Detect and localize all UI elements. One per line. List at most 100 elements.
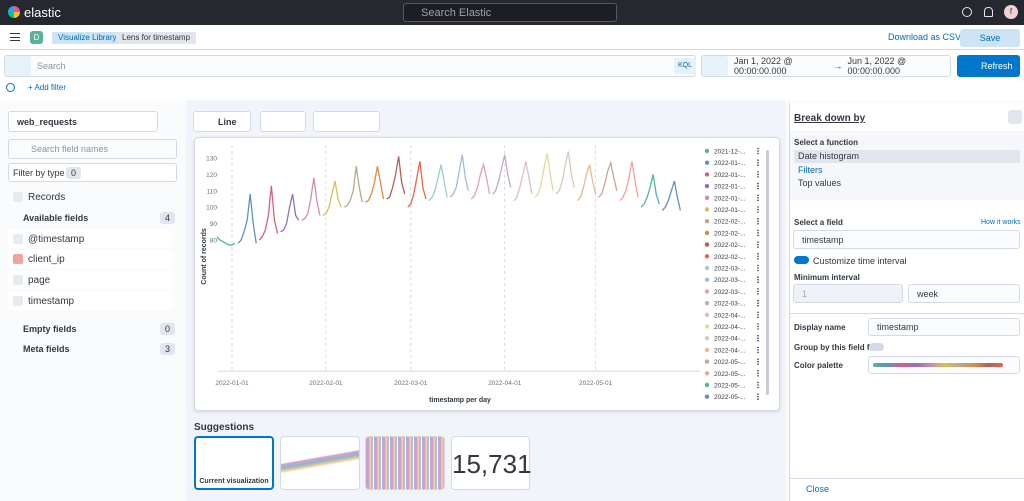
legend-marker xyxy=(704,371,710,376)
index-pattern-select[interactable]: web_requests xyxy=(8,111,158,132)
legend-marker xyxy=(704,382,710,388)
close-button[interactable]: Close xyxy=(806,484,830,494)
suggestion-metric[interactable]: 15,731 xyxy=(451,436,532,490)
breadcrumb[interactable]: Visualize Library xyxy=(52,32,123,44)
x-tick-label: 2022-02-01 xyxy=(309,380,343,387)
legend-menu-dot xyxy=(757,161,759,164)
menu-toggle[interactable] xyxy=(10,33,20,41)
legend-marker xyxy=(704,183,710,189)
global-search[interactable]: Search Elastic xyxy=(403,3,617,22)
suggestion-area[interactable] xyxy=(280,436,360,490)
legend-label: 2022-05-... xyxy=(714,383,746,390)
download-csv[interactable]: Download as CSV xyxy=(888,32,962,42)
legend-menu-dot xyxy=(757,278,759,281)
suggestion-bar[interactable] xyxy=(365,436,445,490)
empty-count: 0 xyxy=(160,323,176,335)
legend-menu-dot xyxy=(757,264,759,267)
legend-menu-dot xyxy=(757,316,759,319)
breadcrumb: Lens for timestamp xyxy=(116,32,197,44)
save-button[interactable]: Save xyxy=(960,29,1020,47)
kql-toggle[interactable]: KQL xyxy=(674,58,697,74)
legend-label: 2022-04-... xyxy=(714,324,746,331)
space-badge[interactable]: D xyxy=(30,31,43,44)
legend-menu-dot xyxy=(757,185,759,187)
refresh-button[interactable]: Refresh xyxy=(957,55,1020,77)
display-name-input[interactable]: timestamp xyxy=(868,318,1020,336)
add-filter[interactable]: + Add filter xyxy=(28,83,67,92)
panel-close-icon[interactable] xyxy=(1008,110,1022,124)
legend-label: 2022-01-... xyxy=(714,160,746,167)
legend-menu-dot xyxy=(757,159,759,161)
legend-menu-dot xyxy=(757,314,759,316)
available-fields-label[interactable]: Available fields xyxy=(23,213,89,223)
legend-label: 2022-02-... xyxy=(714,254,746,261)
suggestion-current[interactable] xyxy=(194,436,274,490)
interval-toggle[interactable] xyxy=(794,256,809,264)
field-item[interactable]: timestamp xyxy=(8,292,172,310)
saved-query-button[interactable] xyxy=(5,56,31,76)
legend-menu-dot xyxy=(757,173,759,176)
legend-menu-dot xyxy=(757,325,759,328)
y-tick-label: 90 xyxy=(210,221,218,228)
filter-icon[interactable] xyxy=(6,83,15,92)
date-start[interactable]: Jan 1, 2022 @ 00:00:00.000 xyxy=(734,56,793,76)
legend-menu-dot xyxy=(757,222,759,225)
help-icon[interactable] xyxy=(962,7,972,17)
x-axis-title: timestamp per day xyxy=(429,397,491,404)
field-search[interactable]: Search field names xyxy=(8,139,177,159)
legend-menu-dot xyxy=(757,302,759,304)
legend-menu-dot xyxy=(757,363,759,365)
legend-label: 2022-04-... xyxy=(714,347,746,354)
display-options[interactable] xyxy=(260,111,306,132)
field-item[interactable]: client_ip xyxy=(8,250,172,268)
legend-menu-dot xyxy=(757,334,759,337)
legend-menu-dot xyxy=(757,182,759,185)
series-line xyxy=(343,166,363,208)
interval-unit[interactable]: week xyxy=(908,284,1020,303)
news-icon[interactable] xyxy=(984,7,993,17)
series-line xyxy=(619,161,639,202)
legend-marker xyxy=(704,160,710,165)
field-label: Select a field xyxy=(794,218,843,227)
field-item[interactable]: page xyxy=(8,271,172,289)
legend-menu-dot xyxy=(757,393,759,396)
type-filter[interactable] xyxy=(8,163,177,182)
logo[interactable]: elastic xyxy=(24,5,61,20)
function-option[interactable]: Filters xyxy=(798,165,823,175)
legend-menu-dot xyxy=(757,171,759,173)
legend-menu-dot xyxy=(757,386,759,389)
group-toggle[interactable] xyxy=(869,343,884,351)
field-item[interactable]: @timestamp xyxy=(8,230,172,248)
suggestions-title: Suggestions xyxy=(194,422,255,433)
series-line xyxy=(470,162,491,200)
legend-menu-dot xyxy=(757,304,759,307)
series-line xyxy=(555,151,576,195)
chart-type-select[interactable]: Line xyxy=(193,111,251,132)
meta-fields-label[interactable]: Meta fields xyxy=(23,344,70,354)
function-option-selected[interactable]: Date histogram xyxy=(794,150,1020,163)
series-line xyxy=(576,164,597,202)
legend-marker xyxy=(704,219,710,224)
legend-label: 2022-03-... xyxy=(714,277,746,284)
legend-menu-dot xyxy=(757,164,759,166)
help-link[interactable]: How it works xyxy=(981,219,1021,226)
date-end[interactable]: Jun 1, 2022 @ 00:00:00.000 xyxy=(847,56,907,76)
palette-preview xyxy=(873,363,1003,367)
axis-options[interactable] xyxy=(313,111,380,132)
avatar[interactable]: f xyxy=(1004,5,1018,19)
date-picker[interactable]: Jan 1, 2022 @ 00:00:00.000 → Jun 1, 2022 @… xyxy=(701,55,951,77)
y-tick-label: 80 xyxy=(210,238,218,245)
series-line xyxy=(365,166,385,203)
y-axis-title: Count of records xyxy=(201,228,208,284)
series-line xyxy=(449,154,469,198)
field-select[interactable]: timestamp xyxy=(793,230,1020,249)
field-name: @timestamp xyxy=(28,233,85,245)
records-field[interactable]: Records xyxy=(8,188,172,206)
function-option[interactable]: Top values xyxy=(798,178,842,188)
series-line xyxy=(492,154,512,195)
legend-label: 2022-01-... xyxy=(714,172,746,179)
quick-menu-button[interactable] xyxy=(702,56,728,76)
legend-menu-dot xyxy=(757,246,759,248)
legend-menu-dot xyxy=(757,328,759,330)
empty-fields-label[interactable]: Empty fields xyxy=(23,324,77,334)
